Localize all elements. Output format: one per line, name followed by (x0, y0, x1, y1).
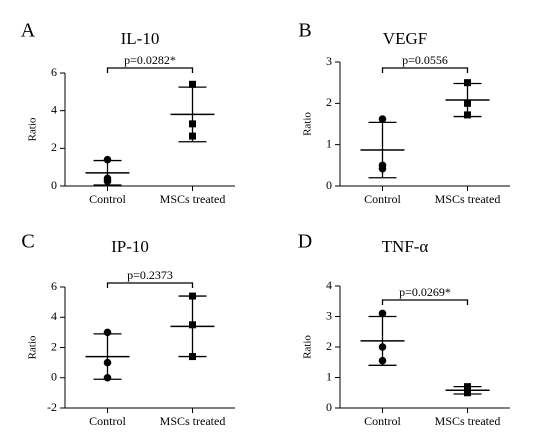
x-tick-label: Control (364, 414, 401, 428)
y-axis-label: Ratio (27, 335, 39, 359)
x-tick-label: MSCs treated (160, 192, 226, 206)
y-tick-label: 2 (51, 339, 57, 353)
x-tick-label: Control (89, 192, 126, 206)
y-tick-label: 1 (326, 136, 332, 150)
x-tick-label: MSCs treated (435, 192, 501, 206)
data-point (464, 111, 471, 119)
y-tick-label: 4 (51, 309, 57, 323)
panel-letter: C (21, 231, 34, 253)
y-tick-label: 0 (326, 178, 332, 192)
y-tick-label: 3 (326, 308, 332, 322)
p-value: p=0.0269* (399, 285, 451, 299)
data-point (464, 383, 471, 391)
y-tick-label: 1 (326, 369, 332, 383)
significance-bracket (106, 282, 194, 288)
p-value: p=0.2373 (127, 268, 173, 282)
y-tick-label: 3 (326, 54, 332, 68)
data-point (378, 115, 387, 123)
data-point (103, 328, 112, 337)
data-point (378, 309, 387, 318)
data-point (189, 132, 196, 140)
data-point (103, 155, 112, 164)
data-point (378, 356, 387, 365)
data-point (378, 164, 387, 173)
data-point (378, 343, 387, 351)
panel-title: VEGF (383, 29, 427, 48)
data-point (464, 389, 471, 397)
y-tick-label: 0 (326, 400, 332, 414)
panel-title: IP-10 (111, 237, 149, 256)
panel-letter: A (21, 20, 36, 42)
panel-title: TNF-α (382, 237, 429, 256)
p-value: p=0.0556 (402, 53, 448, 67)
y-axis-label: Ratio (27, 117, 39, 141)
x-tick-label: Control (89, 414, 126, 428)
y-tick-label: 6 (51, 279, 57, 293)
data-point (103, 358, 112, 367)
data-point (464, 99, 471, 107)
data-point (103, 373, 112, 382)
y-tick-label: 0 (51, 178, 57, 192)
data-point (103, 177, 112, 186)
data-point (189, 120, 196, 128)
panel-letter: D (298, 231, 312, 253)
y-tick-label: 4 (326, 278, 332, 292)
y-tick-label: 2 (326, 339, 332, 353)
data-point (464, 79, 471, 87)
data-point (189, 321, 196, 329)
significance-bracket (106, 67, 194, 73)
data-point (189, 80, 196, 88)
significance-bracket (381, 299, 469, 305)
x-tick-label: Control (364, 192, 401, 206)
y-tick-label: -2 (47, 400, 57, 414)
p-value: p=0.0282* (124, 53, 176, 67)
panel-letter: B (298, 20, 311, 42)
data-point (189, 353, 196, 361)
x-tick-label: MSCs treated (160, 414, 226, 428)
y-tick-label: 2 (326, 95, 332, 109)
y-tick-label: 2 (51, 140, 57, 154)
significance-bracket (381, 67, 469, 73)
y-tick-label: 4 (51, 102, 57, 116)
y-tick-label: 6 (51, 65, 57, 79)
x-tick-label: MSCs treated (435, 414, 501, 428)
y-tick-label: 0 (51, 370, 57, 384)
y-axis-label: Ratio (302, 335, 314, 359)
y-axis-label: Ratio (302, 112, 314, 136)
data-point (189, 292, 196, 300)
panel-title: IL-10 (121, 29, 160, 48)
